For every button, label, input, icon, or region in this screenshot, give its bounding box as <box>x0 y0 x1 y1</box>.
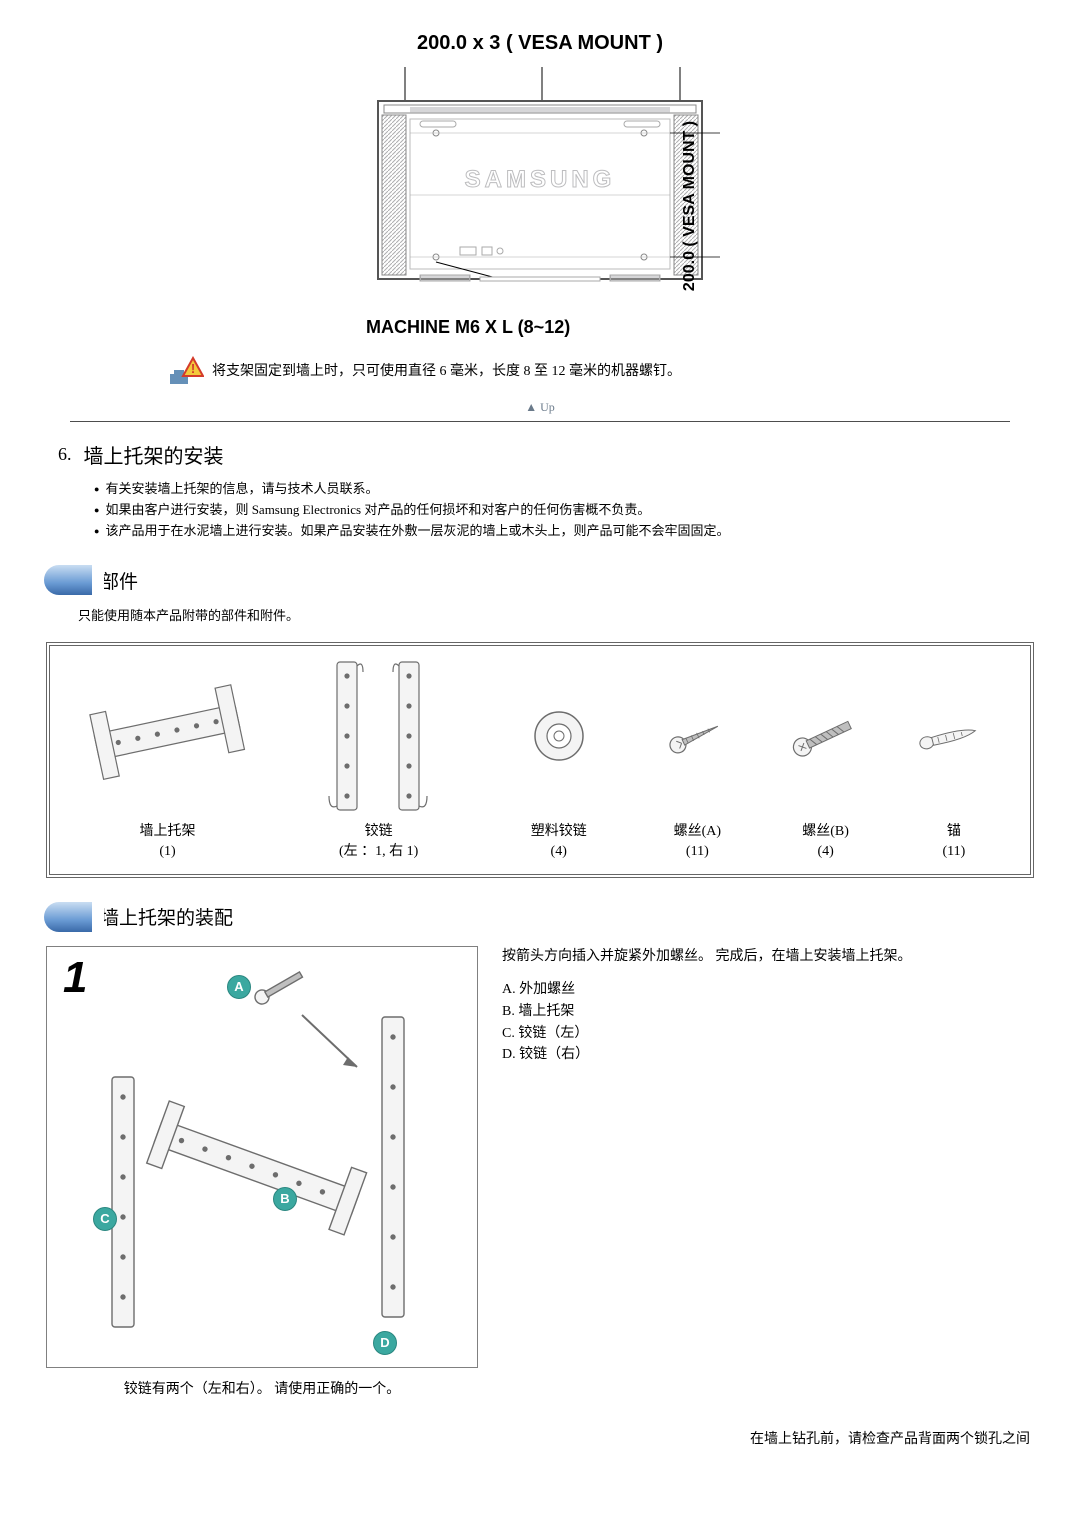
vesa-side-label-wrap: 200.0 ( VESA MOUNT ) <box>600 197 780 215</box>
assembly-intro: 按箭头方向插入并旋紧外加螺丝。 完成后，在墙上安装墙上托架。 <box>502 946 912 968</box>
svg-text:!: ! <box>191 361 195 376</box>
section-title: 墙上托架的安装 <box>84 440 224 469</box>
pill-icon <box>44 902 98 932</box>
part-wall-bracket: 墙上托架(1) <box>64 656 271 861</box>
marker-b: B <box>273 1187 297 1211</box>
marker-c: C <box>93 1207 117 1231</box>
legend-line: D. 铰链（右） <box>502 1044 912 1066</box>
samsung-logo-text: SAMSUNG <box>465 166 616 193</box>
marker-a: A <box>227 975 251 999</box>
assembly-caption: 铰链有两个（左和右）。 请使用正确的一个。 <box>124 1378 401 1398</box>
assembly-diagram-box: 1 <box>46 946 478 1368</box>
assembly-step-1: 1 <box>46 946 1034 1398</box>
legend-line: A. 外加螺丝 <box>502 979 912 1001</box>
up-link[interactable]: ▲ Up <box>30 400 1050 415</box>
warning-text: 将支架固定到墙上时，只可使用直径 6 毫米，长度 8 至 12 毫米的机器螺钉。 <box>212 360 681 380</box>
warning-icon: ! <box>170 356 204 384</box>
pill-icon <box>44 565 98 595</box>
part-anchor: 锚(11) <box>892 656 1016 861</box>
step-number: 1 <box>63 953 87 1003</box>
parts-note: 只能使用随本产品附带的部件和附件。 <box>78 605 1050 624</box>
vesa-side-label: 200.0 ( VESA MOUNT ) <box>681 116 699 296</box>
part-hinge: 铰链(左 ：1, 右 1) <box>275 656 482 861</box>
section-number: 6. <box>58 444 72 465</box>
part-screw-a: 螺丝(A)(11) <box>635 656 759 861</box>
parts-table: 墙上托架(1) 铰链(左 ：1, 右 1) <box>46 642 1034 877</box>
machine-label: MACHINE M6 X L (8~12) <box>366 317 570 337</box>
legend-line: B. 墙上托架 <box>502 1001 912 1023</box>
warning-row: ! 将支架固定到墙上时，只可使用直径 6 毫米，长度 8 至 12 毫米的机器螺… <box>170 356 1050 384</box>
assembly-notes: 按箭头方向插入并旋紧外加螺丝。 完成后，在墙上安装墙上托架。 A. 外加螺丝 B… <box>502 946 912 1066</box>
bullet-item: 如果由客户进行安装，则 Samsung Electronics 对产品的任何损坏… <box>94 500 1050 521</box>
section-6-bullets: 有关安装墙上托架的信息，请与技术人员联系。 如果由客户进行安装，则 Samsun… <box>94 479 1050 541</box>
divider <box>70 421 1010 422</box>
vesa-diagram-block: 200.0 x 3 ( VESA MOUNT ) <box>30 32 1050 338</box>
part-plastic-hinge: 塑料铰链(4) <box>486 656 631 861</box>
legend-line: C. 铰链（左） <box>502 1023 912 1045</box>
bullet-item: 该产品用于在水泥墙上进行安装。如果产品安装在外敷一层灰泥的墙上或木头上，则产品可… <box>94 521 1050 542</box>
vesa-diagram: SAMSUNG 200.0 ( VESA MOUNT ) MACHINE M6 … <box>360 67 720 338</box>
assembly-heading-text: 墙上托架的装配 <box>100 903 233 930</box>
footer-note: 在墙上钻孔前，请检查产品背面两个锁孔之间 <box>30 1428 1030 1448</box>
bullet-item: 有关安装墙上托架的信息，请与技术人员联系。 <box>94 479 1050 500</box>
part-screw-b: 螺丝(B)(4) <box>763 656 887 861</box>
assembly-heading: 墙上托架的装配 <box>44 902 1050 932</box>
parts-heading-text: 部件 <box>100 567 138 594</box>
marker-d: D <box>373 1331 397 1355</box>
parts-heading: 部件 <box>44 565 1050 595</box>
section-6-header: 6. 墙上托架的安装 <box>58 440 1050 469</box>
vesa-top-label: 200.0 x 3 ( VESA MOUNT ) <box>30 32 1050 55</box>
